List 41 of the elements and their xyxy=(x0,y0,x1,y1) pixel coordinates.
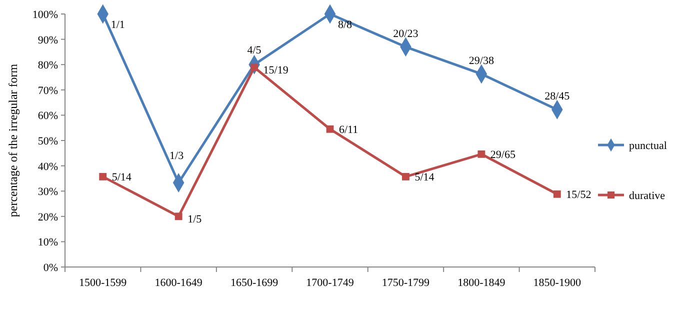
y-tick-label: 0% xyxy=(43,262,58,274)
legend-label: durative xyxy=(629,190,666,202)
y-axis-title: percentage of the irregular form xyxy=(6,63,20,218)
y-tick-label: 80% xyxy=(38,60,58,72)
legend-label: punctual xyxy=(629,140,667,152)
annotation: 15/52 xyxy=(566,189,592,202)
x-tick-label: 1650-1699 xyxy=(230,277,279,289)
x-tick-label: 1700-1749 xyxy=(306,277,354,289)
y-tick-label: 90% xyxy=(38,34,58,46)
annotation: 29/38 xyxy=(468,54,494,67)
x-tick-label: 1800-1849 xyxy=(458,277,506,289)
annotation: 5/14 xyxy=(414,172,435,184)
y-tick-label: 50% xyxy=(38,136,58,148)
x-tick-label: 1750-1799 xyxy=(382,277,430,289)
annotation: 1/5 xyxy=(188,213,202,226)
annotation: 8/8 xyxy=(338,19,353,31)
x-tick-label: 1600-1649 xyxy=(154,277,203,289)
point xyxy=(174,212,182,220)
y-tick-label: 30% xyxy=(38,186,58,198)
annotation: 6/11 xyxy=(339,124,358,136)
annotation: 20/23 xyxy=(393,28,419,40)
y-tick-label: 40% xyxy=(38,160,58,173)
annotation: 29/65 xyxy=(490,149,516,162)
point xyxy=(99,172,107,180)
y-tick-label: 70% xyxy=(38,84,58,97)
annotation: 28/45 xyxy=(544,90,570,103)
annotation: 1/1 xyxy=(110,19,125,31)
annotation: 5/14 xyxy=(112,172,132,184)
annotation: 15/19 xyxy=(263,64,289,76)
point xyxy=(326,125,334,133)
point xyxy=(553,190,561,198)
x-tick-label: 1500-1599 xyxy=(79,277,128,289)
y-tick-label: 60% xyxy=(38,110,58,122)
point xyxy=(478,150,486,158)
y-tick-label: 20% xyxy=(38,211,58,224)
point xyxy=(402,172,410,180)
y-tick-label: 100% xyxy=(32,9,58,21)
annotation: 4/5 xyxy=(247,44,262,57)
y-tick-label: 10% xyxy=(38,236,58,249)
annotation: 1/3 xyxy=(170,150,184,162)
x-tick-label: 1850-1900 xyxy=(533,277,582,289)
